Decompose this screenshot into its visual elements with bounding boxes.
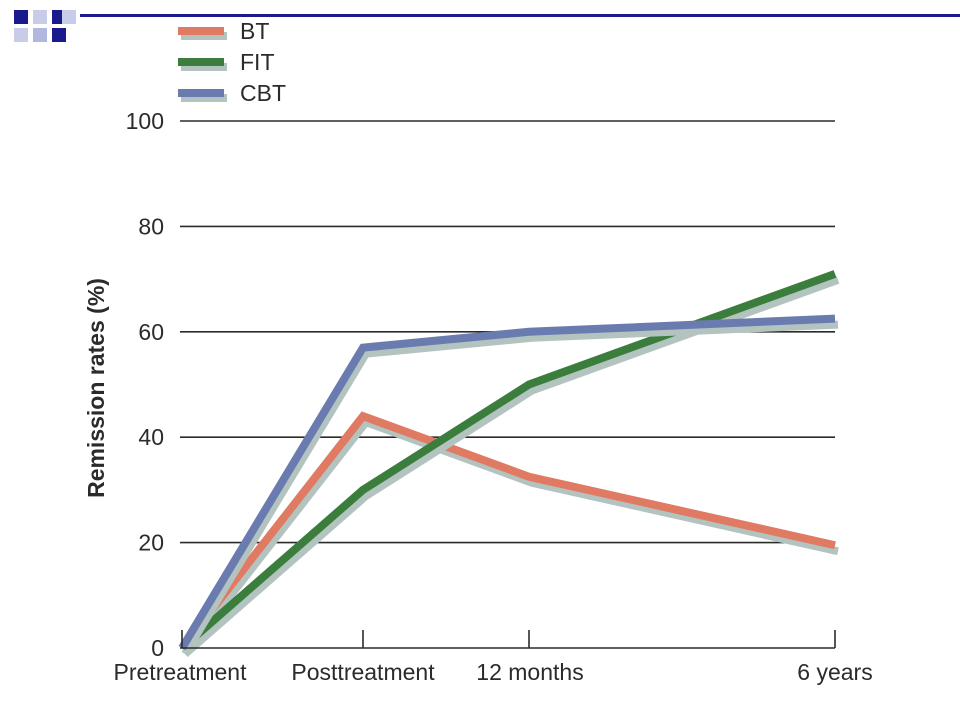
legend-label-fit: FIT bbox=[240, 49, 275, 75]
y-tick-label: 0 bbox=[151, 635, 164, 661]
header-rule bbox=[80, 14, 960, 17]
slide-decoration bbox=[14, 10, 960, 42]
decoration-square bbox=[52, 28, 66, 42]
y-tick-label: 20 bbox=[138, 530, 164, 556]
grid: 0 20 40 60 80 100 bbox=[126, 108, 835, 661]
y-axis-title: Remission rates (%) bbox=[83, 278, 109, 498]
decoration-square bbox=[33, 28, 47, 42]
series-shadow bbox=[181, 320, 839, 657]
legend-label-cbt: CBT bbox=[240, 80, 286, 106]
decoration-square bbox=[62, 10, 76, 24]
x-axis: Pretreatment Posttreatment 12 months 6 year… bbox=[114, 630, 873, 685]
series-line-cbt bbox=[178, 314, 836, 651]
series-lines bbox=[178, 270, 840, 658]
x-tick-label: Posttreatment bbox=[291, 659, 435, 685]
y-tick-label: 100 bbox=[126, 108, 164, 134]
legend-label-bt: BT bbox=[240, 18, 269, 44]
decoration-square bbox=[33, 10, 47, 24]
y-tick-label: 60 bbox=[138, 319, 164, 345]
decoration-square bbox=[14, 10, 28, 24]
x-tick-label: 12 months bbox=[476, 659, 583, 685]
series-shadow bbox=[181, 417, 839, 657]
legend: BT FIT CBT bbox=[178, 18, 286, 106]
y-tick-label: 80 bbox=[138, 213, 164, 239]
x-tick-label: Pretreatment bbox=[114, 659, 248, 685]
y-tick-label: 40 bbox=[138, 424, 164, 450]
x-tick-label: 6 years bbox=[797, 659, 872, 685]
decoration-square bbox=[14, 28, 28, 42]
